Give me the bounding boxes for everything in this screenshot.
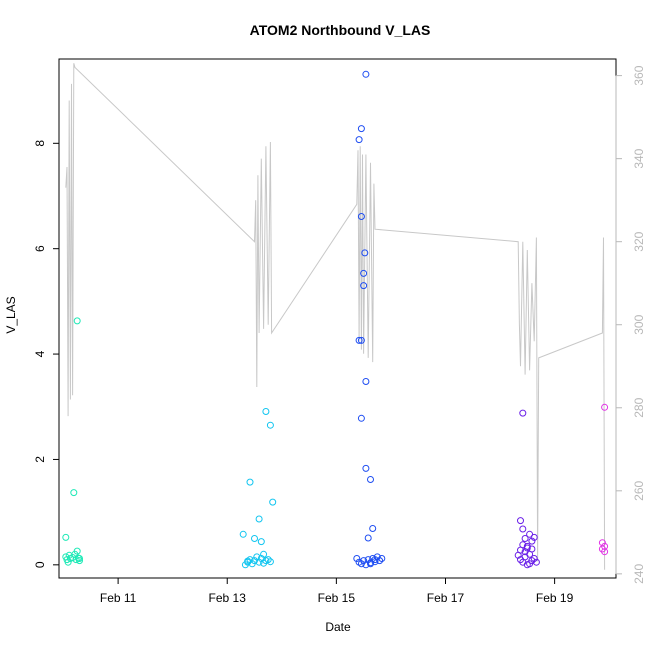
y-right-tick-label: 360 [632, 65, 646, 85]
x-tick-label: Feb 17 [427, 591, 465, 605]
data-point [519, 541, 527, 549]
y-tick-label: 6 [33, 245, 47, 252]
data-point [73, 547, 81, 555]
data-point [362, 464, 370, 472]
data-point [360, 282, 368, 290]
data-point [528, 545, 536, 553]
data-point [251, 535, 258, 542]
points-layer [62, 70, 609, 569]
data-point [257, 538, 265, 546]
data-point [360, 269, 368, 277]
data-point [264, 556, 272, 564]
data-point [355, 336, 363, 344]
data-point [266, 558, 274, 566]
data-point [251, 557, 258, 565]
data-point [364, 534, 372, 542]
data-point [255, 515, 263, 523]
data-point [532, 558, 540, 566]
x-tick-label: Feb 11 [100, 591, 137, 605]
y-axis-right: 240 260 280 300 320 340 360 [615, 65, 646, 584]
y-axis: 0 2 4 6 8 [33, 140, 60, 568]
data-point [357, 336, 365, 344]
data-point [72, 556, 80, 564]
data-point [76, 555, 83, 562]
data-point [530, 533, 538, 541]
chart-title: ATOM2 Northbound V_LAS [250, 22, 431, 38]
data-point [376, 557, 384, 565]
data-point [73, 317, 81, 325]
data-point [519, 409, 527, 417]
y-right-tick-label: 280 [632, 397, 646, 417]
data-point [239, 530, 247, 538]
y-axis-label: V_LAS [4, 296, 18, 333]
data-point [369, 525, 377, 532]
data-point [70, 489, 78, 497]
data-point [353, 555, 361, 562]
data-point [64, 558, 72, 566]
x-tick-label: Feb 19 [536, 591, 574, 605]
data-point [526, 560, 534, 568]
data-point [266, 421, 274, 429]
data-point [76, 557, 83, 565]
data-point [378, 555, 386, 562]
data-point [357, 213, 365, 220]
data-point [244, 557, 252, 565]
data-point [367, 560, 374, 568]
y-tick-label: 8 [33, 140, 47, 147]
x-tick-label: Feb 13 [209, 591, 247, 605]
y-tick-label: 2 [33, 456, 47, 463]
y-tick-label: 4 [33, 350, 47, 357]
data-point [255, 558, 263, 566]
data-point [355, 136, 363, 144]
data-point [360, 557, 368, 565]
data-point [528, 537, 536, 545]
plot-frame [58, 58, 617, 579]
data-point [514, 551, 522, 559]
data-point [362, 70, 370, 78]
data-point [269, 498, 277, 506]
data-point [601, 548, 609, 556]
data-point [530, 555, 538, 562]
data-point [246, 478, 254, 486]
data-point [519, 525, 527, 533]
data-point [521, 535, 529, 542]
data-point [362, 378, 370, 385]
data-point [62, 533, 70, 541]
y-right-tick-label: 320 [632, 231, 646, 251]
data-point [357, 125, 365, 133]
data-point [601, 542, 609, 550]
y-right-tick-label: 260 [632, 480, 646, 500]
y-tick-label: 0 [33, 561, 47, 568]
x-tick-label: Feb 15 [318, 591, 356, 605]
y-right-tick-label: 300 [632, 314, 646, 334]
data-point [367, 476, 374, 483]
data-point [262, 408, 270, 415]
data-point [260, 559, 268, 567]
data-point [517, 517, 524, 525]
data-point [361, 249, 369, 257]
line-layer [65, 63, 606, 570]
x-axis: Feb 11 Feb 13 Feb 15 Feb 17 Feb 19 [100, 577, 574, 605]
y-right-tick-label: 240 [632, 564, 646, 584]
line-series [65, 63, 606, 570]
data-point [371, 556, 379, 564]
data-point [260, 550, 268, 558]
data-point [601, 403, 609, 411]
data-point [357, 414, 365, 422]
y-right-tick-label: 340 [632, 148, 646, 168]
x-axis-label: Date [325, 620, 351, 634]
